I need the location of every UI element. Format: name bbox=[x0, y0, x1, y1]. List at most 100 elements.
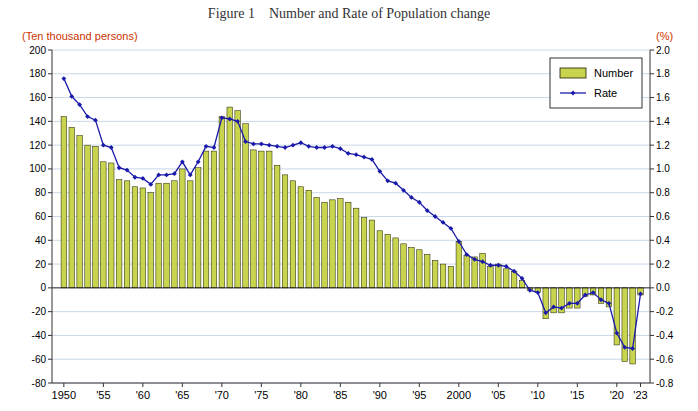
y2-tick bbox=[650, 216, 654, 217]
marker bbox=[354, 152, 359, 157]
y2-tick bbox=[650, 359, 654, 360]
x-tick-label: '20 bbox=[610, 389, 624, 401]
marker bbox=[638, 291, 643, 296]
bar bbox=[503, 269, 509, 288]
y-tick-label: 160 bbox=[29, 92, 46, 103]
marker bbox=[77, 102, 82, 107]
grid-line bbox=[52, 145, 650, 146]
y2-tick-label: 0.8 bbox=[656, 187, 670, 198]
x-tick bbox=[142, 383, 143, 387]
marker bbox=[188, 172, 193, 177]
y2-tick bbox=[650, 97, 654, 98]
y-tick bbox=[48, 97, 52, 98]
line bbox=[64, 79, 641, 349]
y-tick bbox=[48, 359, 52, 360]
x-tick-label: '80 bbox=[294, 389, 308, 401]
y2-tick-label: 2.0 bbox=[656, 45, 670, 56]
marker bbox=[464, 252, 469, 257]
bar bbox=[322, 202, 328, 288]
marker bbox=[583, 293, 588, 298]
marker bbox=[251, 142, 256, 147]
x-tick bbox=[103, 383, 104, 387]
bar bbox=[393, 238, 399, 288]
bar bbox=[409, 247, 415, 287]
bar bbox=[559, 288, 565, 313]
x-tick bbox=[261, 383, 262, 387]
y2-tick bbox=[650, 335, 654, 336]
bar bbox=[575, 288, 581, 308]
grid-line bbox=[52, 335, 650, 336]
x-tick bbox=[340, 383, 341, 387]
y-tick-label: 140 bbox=[29, 116, 46, 127]
x-tick-label: '65 bbox=[175, 389, 189, 401]
marker bbox=[219, 115, 224, 120]
bar bbox=[385, 234, 391, 288]
y2-tick-label: 0.2 bbox=[656, 259, 670, 270]
y2-tick bbox=[650, 192, 654, 193]
y2-tick bbox=[650, 50, 654, 51]
grid-line bbox=[52, 121, 650, 122]
y2-tick bbox=[650, 287, 654, 288]
y-tick bbox=[48, 145, 52, 146]
marker bbox=[69, 94, 74, 99]
y-tick-label: 120 bbox=[29, 140, 46, 151]
x-tick-label: '85 bbox=[333, 389, 347, 401]
y-tick bbox=[48, 287, 52, 288]
x-tick-label: '90 bbox=[373, 389, 387, 401]
marker bbox=[322, 145, 327, 150]
y-tick bbox=[48, 240, 52, 241]
marker bbox=[140, 176, 145, 181]
x-tick bbox=[458, 383, 459, 387]
grid-line bbox=[52, 50, 650, 51]
y2-tick bbox=[650, 168, 654, 169]
y-tick-label: -60 bbox=[32, 354, 47, 365]
legend-label: Number bbox=[594, 67, 633, 79]
y2-tick-label: -0.8 bbox=[656, 378, 674, 389]
y-tick-label: -20 bbox=[32, 306, 47, 317]
y2-tick-label: 0.6 bbox=[656, 211, 670, 222]
marker bbox=[512, 269, 517, 274]
y2-tick bbox=[650, 311, 654, 312]
legend: NumberRate bbox=[550, 58, 642, 108]
x-tick-label: '55 bbox=[96, 389, 110, 401]
bar bbox=[361, 218, 367, 288]
marker bbox=[433, 214, 438, 219]
x-tick-label: '75 bbox=[254, 389, 268, 401]
bar bbox=[180, 169, 186, 288]
axes: 1950'55'60'65'70'75'80'85'90'952000'05'1… bbox=[29, 45, 673, 402]
marker bbox=[393, 181, 398, 186]
x-tick bbox=[63, 383, 64, 387]
marker bbox=[125, 168, 130, 173]
x-tick bbox=[221, 383, 222, 387]
marker bbox=[196, 159, 201, 164]
x-tick-label: '23 bbox=[633, 389, 647, 401]
marker bbox=[275, 144, 280, 149]
marker bbox=[306, 144, 311, 149]
bar bbox=[148, 193, 154, 288]
y2-tick bbox=[650, 264, 654, 265]
x-axis-line bbox=[52, 383, 650, 384]
bar bbox=[235, 111, 241, 288]
y2-tick-label: 0.0 bbox=[656, 282, 670, 293]
y-tick-label: 180 bbox=[29, 68, 46, 79]
marker bbox=[409, 195, 414, 200]
bar bbox=[543, 288, 549, 319]
marker bbox=[575, 301, 580, 306]
y-tick bbox=[48, 311, 52, 312]
x-tick bbox=[182, 383, 183, 387]
bar bbox=[472, 257, 478, 288]
bar bbox=[353, 208, 359, 288]
bar bbox=[606, 288, 612, 307]
y-axis-label: (Ten thousand persons) bbox=[22, 30, 138, 42]
y-tick-label: 20 bbox=[35, 259, 47, 270]
y2-axis-label: (%) bbox=[656, 30, 673, 42]
x-tick bbox=[616, 383, 617, 387]
marker bbox=[370, 157, 375, 162]
bar bbox=[377, 231, 383, 288]
marker bbox=[385, 178, 390, 183]
y-tick bbox=[48, 335, 52, 336]
bar bbox=[464, 256, 470, 288]
x-tick-label: '15 bbox=[570, 389, 584, 401]
marker bbox=[172, 171, 177, 176]
marker bbox=[204, 144, 209, 149]
